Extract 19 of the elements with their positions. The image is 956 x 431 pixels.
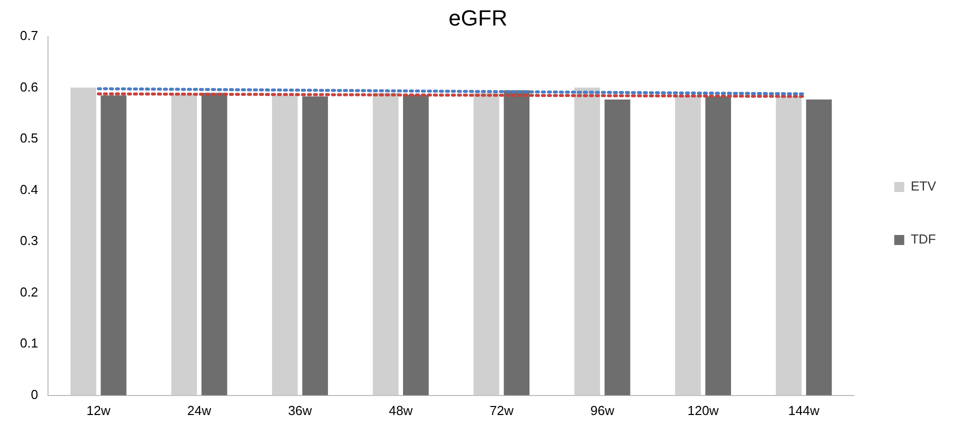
x-tick-label: 96w bbox=[590, 402, 615, 418]
y-tick-label: 0.6 bbox=[20, 79, 38, 94]
y-tick-label: 0.2 bbox=[20, 284, 38, 300]
y-tick-label: 0.4 bbox=[20, 182, 38, 197]
y-tick-label: 0.5 bbox=[20, 130, 38, 146]
x-tick-label: 12w bbox=[86, 402, 111, 418]
x-tick-label: 24w bbox=[187, 402, 212, 418]
legend-label: TDF bbox=[910, 232, 936, 247]
x-tick-label: 144w bbox=[788, 402, 820, 418]
y-tick-label: 0 bbox=[30, 386, 38, 402]
x-tick-label: 72w bbox=[490, 402, 514, 418]
x-tick-label: 36w bbox=[288, 402, 313, 418]
legend-label: ETV bbox=[910, 178, 936, 194]
y-tick-label: 0.7 bbox=[20, 28, 38, 43]
chart-title: eGFR bbox=[448, 5, 508, 30]
x-tick-label: 48w bbox=[388, 402, 414, 418]
x-tick-label: 120w bbox=[688, 402, 720, 418]
y-tick-label: 0.3 bbox=[20, 233, 38, 248]
y-tick-label: 0.1 bbox=[20, 336, 38, 351]
